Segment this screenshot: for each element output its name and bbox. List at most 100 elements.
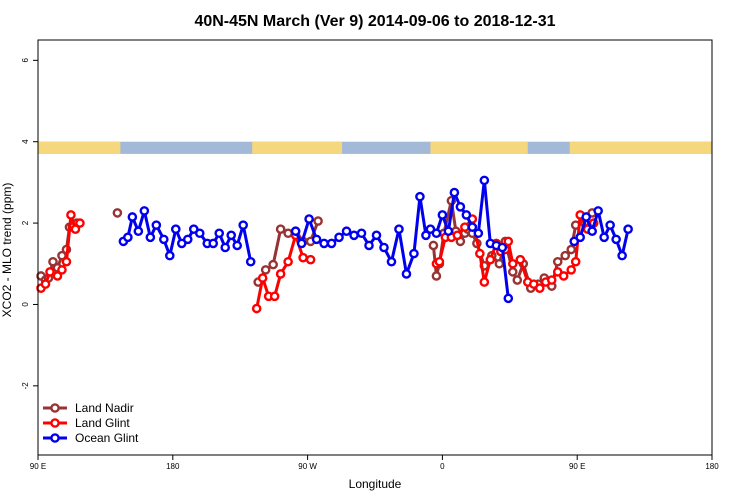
legend-label-land-nadir: Land Nadir — [75, 401, 134, 415]
ocean-glint-point-13 — [194, 228, 205, 239]
ocean-glint-point-44 — [443, 226, 454, 237]
ocean-glint-point-28 — [334, 232, 344, 243]
chart-title: 40N-45N March (Ver 9) 2014-09-06 to 2018… — [194, 13, 555, 30]
ocean-glint-point-54 — [503, 293, 514, 304]
land-glint-point-9 — [251, 303, 262, 314]
ocean-glint-point-9 — [170, 224, 181, 234]
ocean-glint-point-40 — [421, 230, 431, 241]
land-glint-point-32 — [507, 258, 518, 269]
land-glint-point-12 — [269, 291, 280, 302]
ocean-glint-point-22 — [290, 226, 301, 237]
land-glint-point-6 — [66, 210, 76, 220]
land-glint-point-5 — [61, 256, 72, 267]
land-nadir-point-12 — [260, 265, 271, 275]
land-band-1 — [252, 141, 343, 154]
x-tick-label-2: 90 W — [298, 462, 317, 471]
ocean-glint-point-36 — [394, 224, 404, 234]
ocean-glint-point-3 — [133, 226, 144, 237]
ocean-glint-point-47 — [461, 210, 472, 220]
ocean-glint-point-8 — [165, 250, 175, 261]
land-glint-point-23 — [460, 222, 470, 232]
land-nadir-point-44 — [566, 244, 577, 255]
ocean-glint-point-18 — [226, 230, 237, 241]
ocean-glint-point-61 — [605, 220, 615, 230]
land-glint-point-42 — [570, 256, 581, 267]
ocean-glint-point-11 — [182, 234, 193, 245]
land-glint-point-38 — [546, 275, 557, 285]
ocean-glint-point-43 — [437, 210, 448, 220]
land-glint-point-19 — [434, 256, 445, 267]
x-tick-label-5: 180 — [705, 462, 719, 471]
land-nadir-point-14 — [275, 224, 286, 234]
x-axis-label: Longitude — [349, 477, 402, 491]
ocean-glint-point-35 — [386, 256, 397, 267]
ocean-glint-segment-51 — [482, 180, 492, 244]
ocean-glint-point-1 — [123, 232, 133, 243]
ocean-glint-segment-39 — [412, 196, 422, 254]
land-glint-point-17 — [305, 254, 316, 265]
ocean-glint-point-60 — [599, 232, 609, 243]
land-band-3 — [569, 141, 712, 154]
ocean-glint-point-16 — [214, 228, 225, 239]
land-glint-point-10 — [257, 273, 268, 283]
land-glint-point-33 — [515, 254, 526, 265]
x-tick-label-4: 90 E — [569, 462, 585, 471]
ocean-band — [38, 141, 712, 154]
ocean-glint-point-31 — [356, 228, 367, 239]
x-axis: 90 E 180 90 W 0 90 E 180 — [30, 455, 719, 471]
ocean-glint-point-58 — [587, 226, 597, 237]
ocean-glint-point-30 — [349, 230, 359, 241]
ocean-glint-segment-45 — [446, 192, 456, 232]
land-glint-point-22 — [452, 230, 463, 241]
ocean-glint-segment-50 — [476, 180, 486, 234]
ocean-glint-point-38 — [409, 248, 419, 259]
x-tick-label-0: 90 E — [30, 462, 46, 471]
ocean-glint-point-24 — [304, 214, 314, 224]
ocean-glint-point-63 — [617, 250, 627, 261]
land-glint-point-40 — [558, 271, 569, 281]
ocean-glint-point-15 — [208, 238, 219, 249]
land-nadir-point-15 — [283, 228, 293, 239]
ocean-glint-point-29 — [341, 226, 352, 237]
y-tick-label-3: 4 — [21, 139, 30, 144]
ocean-glint-point-37 — [401, 269, 412, 279]
ocean-glint-point-5 — [145, 232, 156, 243]
y-tick-label-4: 6 — [21, 58, 30, 63]
land-nadir-point-10 — [112, 208, 123, 218]
ocean-glint-point-6 — [151, 220, 162, 230]
y-tick-label-2: 2 — [21, 220, 30, 225]
ocean-glint-point-25 — [311, 234, 322, 245]
y-tick-label-1: 0 — [21, 302, 30, 307]
ocean-glint-point-34 — [379, 242, 389, 253]
land-glint-point-16 — [298, 252, 308, 263]
land-nadir-point-13 — [268, 259, 278, 270]
land-glint-point-31 — [503, 236, 514, 247]
ocean-glint-point-32 — [364, 240, 374, 251]
land-glint-point-4 — [57, 265, 67, 275]
ocean-glint-segment-40 — [418, 196, 428, 236]
legend-label-ocean-glint: Ocean Glint — [75, 431, 139, 445]
land-nadir-point-43 — [560, 250, 571, 261]
land-glint-point-3 — [52, 271, 63, 281]
land-glint-point-26 — [479, 277, 490, 287]
plot-frame — [37, 39, 713, 456]
ocean-glint-point-57 — [581, 212, 591, 222]
ocean-glint-point-49 — [473, 228, 484, 239]
ocean-glint-segment-21 — [241, 224, 253, 263]
ocean-glint-point-23 — [296, 238, 307, 249]
series-ocean-glint — [118, 175, 633, 304]
ocean-glint-segment-37 — [397, 228, 408, 275]
land-glint-point-2 — [45, 267, 55, 277]
land-nadir-segment-14 — [271, 228, 283, 265]
land-nadir-point-35 — [507, 267, 518, 277]
ocean-glint-point-27 — [326, 238, 337, 249]
ocean-glint-point-26 — [319, 238, 329, 249]
land-band-2 — [430, 141, 528, 154]
land-glint-segment-26 — [478, 253, 486, 283]
land-glint-point-7 — [70, 224, 81, 234]
legend-marker-ocean-glint — [50, 433, 60, 443]
ocean-glint-segment-36 — [390, 228, 401, 263]
x-tick-label-3: 0 — [440, 462, 445, 471]
land-glint-point-14 — [283, 256, 293, 267]
